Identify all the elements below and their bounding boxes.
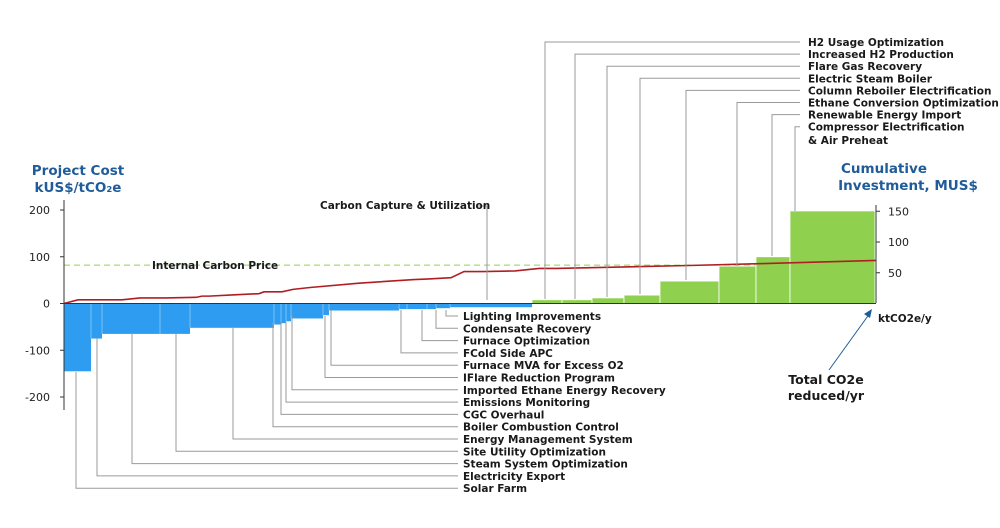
cumulative-investment-line: [63, 259, 877, 305]
right-tick-label: 150: [888, 205, 909, 218]
bar-negative: [427, 303, 436, 310]
lower-callout-leader: [421, 310, 458, 342]
bar-negative: [399, 303, 407, 310]
right-tick-label: 100: [888, 236, 909, 249]
bar-negative: [190, 303, 274, 328]
lower-callout-leader: [280, 322, 458, 415]
lower-callout-leader: [75, 372, 458, 489]
upper-callout-leader: [606, 65, 800, 297]
bar-negative: [329, 303, 399, 311]
lower-callout-label: IFlare Reduction Program: [463, 373, 615, 385]
lower-callout-leader: [96, 338, 458, 477]
total-annotation-line2: reduced/yr: [788, 388, 865, 403]
x-unit-label: ktCO2e/y: [878, 313, 932, 325]
lower-callout-label: Electricity Export: [463, 471, 565, 483]
upper-callout-label: Compressor Electrification: [808, 122, 965, 134]
bars-layer: [64, 210, 876, 372]
lower-callout-label: Steam System Optimization: [463, 459, 628, 471]
bar-positive: [789, 210, 876, 304]
leader-layer: [75, 41, 872, 489]
lower-callout-leader: [285, 322, 458, 403]
lower-callout-leader: [131, 334, 458, 465]
right-tick-label: 50: [888, 267, 902, 280]
lower-callout-label: Condensate Recovery: [463, 323, 591, 335]
lower-callout-leader: [400, 310, 458, 354]
lower-callout-label: FCold Side APC: [463, 348, 553, 360]
bar-negative: [407, 303, 427, 310]
total-arrow-head: [864, 309, 872, 318]
upper-callout-label: Renewable Energy Import: [808, 110, 961, 122]
bar-negative: [160, 303, 190, 334]
carbon-price-label: Internal Carbon Price: [152, 260, 278, 272]
total-arrow-shaft: [828, 312, 871, 371]
lower-callout-leader: [175, 334, 458, 452]
bar-negative: [281, 303, 286, 324]
lower-callout-label: Emissions Monitoring: [463, 397, 590, 409]
bar-positive: [591, 297, 625, 304]
bar-negative: [291, 303, 323, 319]
bar-negative: [91, 303, 102, 339]
upper-callout-label: Column Reboiler Electrification: [808, 85, 991, 97]
upper-callout-label: Flare Gas Recovery: [808, 61, 922, 73]
upper-callout-leader: [736, 102, 800, 266]
left-tick-label: -100: [25, 344, 50, 357]
lower-callout-label: Site Utility Optimization: [463, 446, 606, 458]
bar-negative: [450, 303, 532, 308]
bar-negative: [102, 303, 160, 334]
left-tick-label: 200: [29, 204, 50, 217]
upper-callout-label: Electric Steam Boiler: [808, 73, 933, 85]
text-layer: Internal Carbon Price 200 100 0 -100 -200 150 1…: [25, 37, 999, 495]
bar-positive: [623, 294, 661, 304]
lower-callout-leader: [330, 310, 458, 366]
left-axis-title-line2: kUS$/tCO₂e: [35, 180, 122, 196]
upper-callout-leader: [574, 53, 800, 299]
upper-callout-label: H2 Usage Optimization: [808, 37, 944, 49]
upper-callout-leader: [685, 89, 800, 280]
lower-callout-label: Boiler Combustion Control: [463, 422, 619, 434]
lower-callout-label: Energy Management System: [463, 434, 633, 446]
upper-callout-leader: [771, 114, 800, 256]
lower-callout-leader: [324, 316, 458, 378]
line-layer: [63, 259, 877, 305]
lower-callout-label: Lighting Improvements: [463, 311, 601, 323]
bar-negative: [436, 303, 450, 309]
lower-callout-leader: [232, 327, 458, 440]
upper-callout-label: Increased H2 Production: [808, 49, 954, 61]
left-tick-label: 100: [29, 251, 50, 264]
lower-callout-label: Furnace MVA for Excess O2: [463, 360, 624, 372]
left-axis-title-line1: Project Cost: [32, 163, 125, 179]
upper-callout-leader: [639, 77, 800, 294]
carbon-capture-leader: [478, 205, 488, 300]
bar-negative: [286, 303, 291, 322]
bar-positive: [561, 299, 593, 304]
axis-layer: [60, 200, 880, 410]
upper-callout-leader: [544, 41, 800, 299]
left-tick-label: 0: [43, 298, 50, 311]
bar-negative: [274, 303, 281, 325]
right-axis-title-line1: Cumulative: [841, 161, 927, 177]
left-tick-label: -200: [25, 391, 50, 404]
lower-callout-leader: [445, 310, 458, 317]
upper-callout-leader: [794, 126, 800, 211]
bar-negative: [323, 303, 329, 316]
lower-callout-leader: [272, 323, 458, 428]
lower-callout-leader: [291, 316, 458, 391]
bar-positive: [531, 299, 563, 304]
lower-callout-label: Solar Farm: [463, 483, 527, 495]
right-axis-title-line2: Investment, MUS$: [838, 178, 978, 194]
bar-positive: [718, 265, 757, 304]
lower-callout-label: CGC Overhaul: [463, 409, 544, 421]
lower-callout-leader: [435, 310, 458, 329]
upper-callout-label: Ethane Conversion Optimization: [808, 98, 999, 110]
bar-positive: [659, 280, 720, 304]
carbon-capture-label: Carbon Capture & Utilization: [320, 200, 490, 212]
lower-callout-label: Imported Ethane Energy Recovery: [463, 385, 666, 397]
total-annotation-line1: Total CO2e: [788, 372, 863, 387]
lower-callout-label: Furnace Optimization: [463, 336, 590, 348]
bar-negative: [64, 303, 91, 372]
upper-callout-label: & Air Preheat: [808, 135, 888, 147]
